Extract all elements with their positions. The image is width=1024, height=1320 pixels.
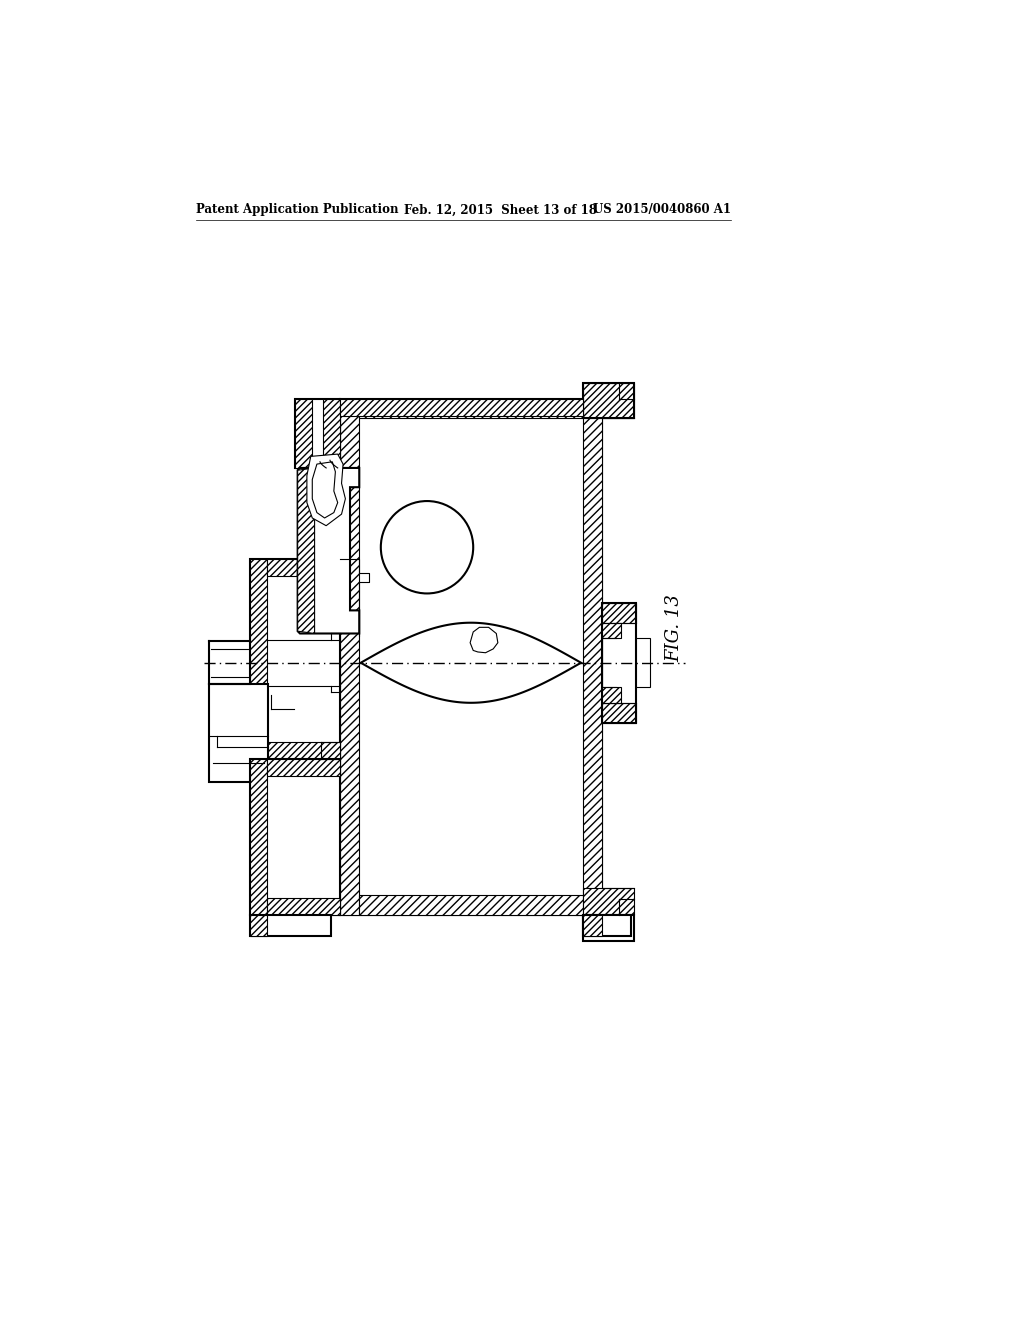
Bar [637, 638, 650, 688]
Polygon shape [250, 915, 267, 936]
Polygon shape [470, 627, 498, 653]
Bar [583, 915, 634, 941]
Text: FIG. 13: FIG. 13 [666, 594, 684, 663]
Polygon shape [602, 702, 637, 723]
Polygon shape [360, 623, 581, 702]
Text: US 2015/0040860 A1: US 2015/0040860 A1 [593, 203, 730, 216]
Polygon shape [602, 688, 621, 702]
Bar [359, 399, 583, 418]
Bar [583, 915, 631, 936]
Text: Feb. 12, 2015  Sheet 13 of 18: Feb. 12, 2015 Sheet 13 of 18 [403, 203, 597, 216]
Bar [359, 895, 583, 915]
Polygon shape [250, 558, 267, 759]
Polygon shape [583, 887, 634, 915]
Bar [250, 915, 331, 936]
Bar [209, 684, 267, 781]
Bar [250, 759, 340, 915]
Polygon shape [602, 623, 621, 638]
Bar [295, 399, 340, 469]
Text: Patent Application Publication: Patent Application Publication [196, 203, 398, 216]
Bar [602, 603, 637, 723]
Bar [340, 399, 602, 915]
Polygon shape [298, 469, 314, 634]
Polygon shape [250, 759, 267, 915]
Circle shape [381, 502, 473, 594]
Polygon shape [298, 469, 359, 634]
Polygon shape [323, 399, 340, 469]
Polygon shape [267, 742, 340, 759]
Polygon shape [295, 399, 312, 469]
Polygon shape [583, 915, 602, 936]
Bar [250, 558, 340, 759]
Bar [340, 399, 359, 915]
Polygon shape [267, 898, 340, 915]
Polygon shape [602, 603, 637, 623]
Polygon shape [583, 383, 634, 418]
Polygon shape [307, 454, 345, 525]
Polygon shape [267, 558, 340, 576]
Polygon shape [340, 399, 583, 416]
Bar [583, 383, 634, 418]
Polygon shape [267, 759, 340, 776]
Bar [583, 399, 602, 915]
Polygon shape [312, 462, 338, 517]
